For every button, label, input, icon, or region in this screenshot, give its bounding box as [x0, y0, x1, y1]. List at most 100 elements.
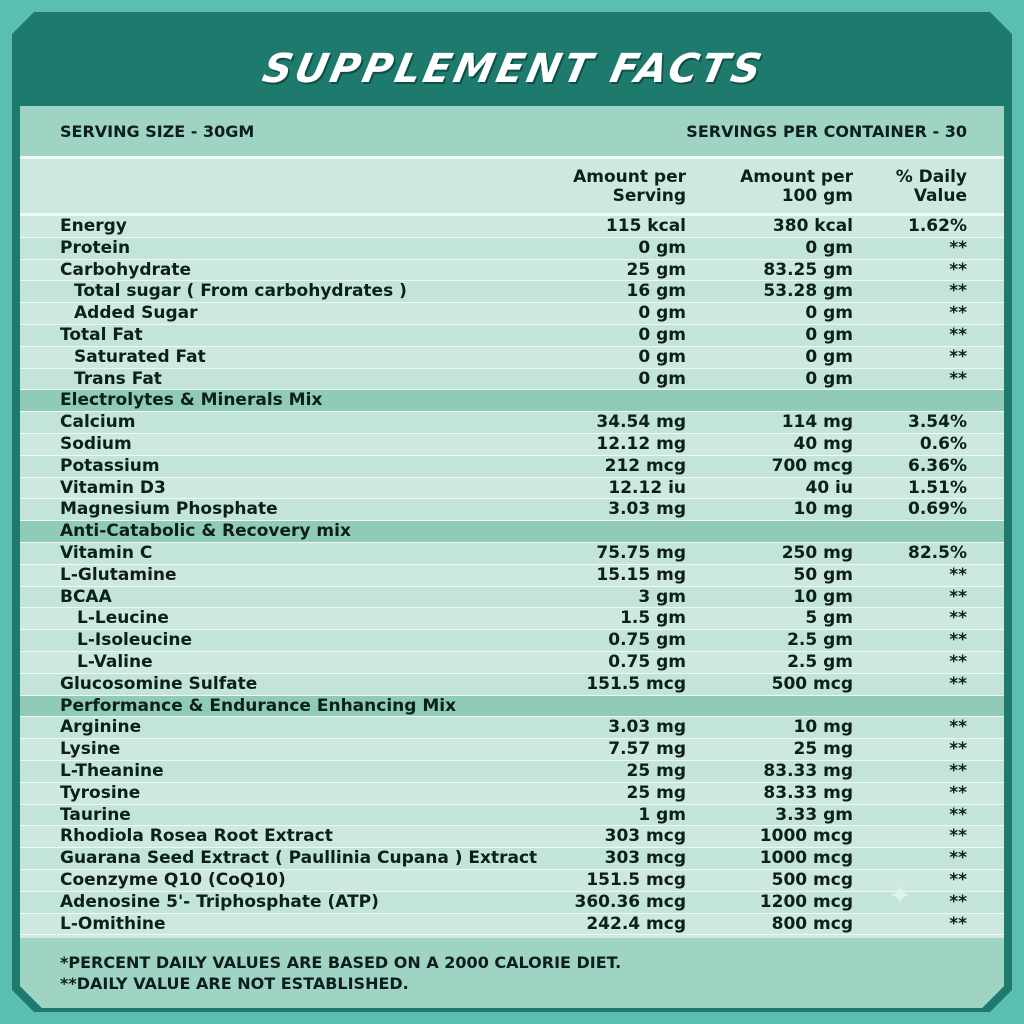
section-header-row: Performance & Endurance Enhancing Mix [20, 695, 1004, 718]
table-row: Carbohydrate 25 gm 83.25 gm ** [20, 260, 1004, 282]
amount-per-serving: 25 gm [626, 259, 686, 280]
nutrient-name: Coenzyme Q10 (CoQ10) [60, 869, 286, 890]
table-row: L-Valine 0.75 gm 2.5 gm ** [20, 652, 1004, 674]
serving-info-bar: SERVING SIZE - 30GM SERVINGS PER CONTAIN… [20, 106, 1004, 156]
daily-value: ** [949, 324, 967, 345]
amount-per-serving: 12.12 mg [596, 433, 686, 454]
nutrient-name: Total sugar ( From carbohydrates ) [74, 281, 407, 302]
amount-per-serving: 115 kcal [605, 216, 686, 236]
amount-per-100g: 0 gm [805, 303, 853, 324]
nutrient-name: L-Valine [77, 651, 153, 672]
daily-value: ** [949, 739, 967, 760]
nutrient-name: L-Leucine [77, 608, 169, 629]
nutrient-name: Trans Fat [74, 368, 162, 389]
nutrient-name: Protein [60, 237, 131, 258]
footnote-not-established: **DAILY VALUE ARE NOT ESTABLISHED. [60, 974, 409, 993]
daily-value: ** [949, 368, 967, 389]
table-row: Rhodiola Rosea Root Extract 303 mcg 1000 m… [20, 826, 1004, 849]
table-row: Arginine 3.03 mg 10 mg ** [20, 717, 1004, 740]
amount-per-serving: 3.03 mg [608, 499, 686, 520]
amount-per-100g: 0 gm [805, 324, 853, 345]
amount-per-serving: 212 mcg [604, 455, 686, 476]
amount-per-serving: 7.57 mg [608, 739, 686, 760]
table-row: Protein 0 gm 0 gm ** [20, 237, 1004, 260]
nutrient-name: L-Theanine [60, 760, 164, 781]
footnote-daily-values: *PERCENT DAILY VALUES ARE BASED ON A 200… [60, 953, 622, 972]
amount-per-serving: 3.03 mg [608, 717, 686, 738]
section-title: Performance & Endurance Enhancing Mix [60, 695, 457, 716]
table-row: Potassium 212 mcg 700 mcg 6.36% [20, 455, 1004, 478]
daily-value: ** [949, 717, 967, 738]
amount-per-serving: 1.5 gm [620, 608, 686, 629]
daily-value: ** [949, 848, 967, 869]
amount-per-100g: 2.5 gm [787, 651, 853, 672]
table-row: L-Leucine 1.5 gm 5 gm ** [20, 608, 1004, 631]
nutrient-name: Vitamin D3 [60, 477, 166, 498]
daily-value: ** [949, 673, 967, 694]
section-title: Anti-Catabolic & Recovery mix [60, 521, 351, 542]
amount-per-100g: 1200 mcg [759, 891, 853, 912]
nutrient-name: Saturated Fat [74, 346, 206, 367]
table-row: L-Glutamine 15.15 mg 50 gm ** [20, 565, 1004, 587]
nutrient-name: Total Fat [60, 324, 143, 345]
column-headers: Amount per Serving Amount per 100 gm % D… [20, 159, 1004, 213]
amount-per-100g: 1000 mcg [759, 826, 853, 847]
daily-value: 1.51% [908, 477, 967, 498]
amount-per-serving: 360.36 mcg [574, 891, 686, 912]
amount-per-100g: 0 gm [805, 346, 853, 367]
amount-per-serving: 0 gm [638, 368, 686, 389]
amount-per-100g: 3.33 gm [775, 804, 853, 825]
daily-value: 1.62% [908, 216, 967, 236]
amount-per-100g: 10 mg [793, 717, 853, 738]
section-header-row: Anti-Catabolic & Recovery mix [20, 521, 1004, 543]
daily-value: ** [949, 281, 967, 302]
amount-per-serving: 0.75 gm [608, 651, 686, 672]
daily-value: 0.6% [919, 433, 967, 454]
table-row: Total sugar ( From carbohydrates ) 16 gm 5… [20, 281, 1004, 304]
amount-per-100g: 250 mg [781, 542, 853, 563]
daily-value: 0.69% [908, 499, 967, 520]
daily-value: ** [949, 564, 967, 585]
daily-value: ** [949, 608, 967, 629]
amount-per-serving: 0 gm [638, 346, 686, 367]
amount-per-100g: 10 gm [793, 586, 853, 607]
footnotes: *PERCENT DAILY VALUES ARE BASED ON A 200… [20, 938, 1004, 1008]
amount-per-serving: 242.4 mcg [586, 913, 686, 934]
nutrient-name: Arginine [60, 717, 142, 738]
amount-per-100g: 2.5 gm [787, 630, 853, 651]
amount-per-serving: 34.54 mg [596, 412, 686, 433]
table-row: L-Theanine 25 mg 83.33 mg ** [20, 760, 1004, 783]
amount-per-100g: 700 mcg [771, 455, 853, 476]
table-row: Adenosine 5'- Triphosphate (ATP) 360.36 m… [20, 891, 1004, 914]
daily-value: ** [949, 586, 967, 607]
daily-value: 82.5% [908, 542, 967, 563]
section-header-row: Electrolytes & Minerals Mix [20, 390, 1004, 413]
amount-per-100g: 50 gm [793, 564, 853, 585]
table-row: L-Isoleucine 0.75 gm 2.5 gm ** [20, 630, 1004, 652]
amount-per-serving: 151.5 mcg [586, 869, 686, 890]
amount-per-serving: 0.75 gm [608, 630, 686, 651]
daily-value: ** [949, 760, 967, 781]
amount-per-serving: 16 gm [626, 281, 686, 302]
daily-value: ** [949, 913, 967, 934]
amount-per-serving: 25 mg [626, 760, 686, 781]
daily-value: ** [949, 782, 967, 803]
amount-per-100g: 0 gm [805, 237, 853, 258]
table-row: Coenzyme Q10 (CoQ10) 151.5 mcg 500 mcg ** [20, 870, 1004, 892]
amount-per-100g: 83.33 mg [763, 782, 853, 803]
table-row: BCAA 3 gm 10 gm ** [20, 586, 1004, 609]
table-row: Lysine 7.57 mg 25 mg ** [20, 739, 1004, 761]
amount-per-100g: 1000 mcg [759, 848, 853, 869]
daily-value: ** [949, 869, 967, 890]
amount-per-100g: 40 mg [793, 433, 853, 454]
table-row: Trans Fat 0 gm 0 gm ** [20, 368, 1004, 391]
table-row: Vitamin D3 12.12 iu 40 iu 1.51% [20, 478, 1004, 500]
amount-per-100g: 500 mcg [771, 869, 853, 890]
page-title: SUPPLEMENT FACTS [258, 46, 769, 92]
daily-value: ** [949, 826, 967, 847]
amount-per-100g: 5 gm [805, 608, 853, 629]
table-row: Added Sugar 0 gm 0 gm ** [20, 303, 1004, 325]
servings-per-container: SERVINGS PER CONTAINER - 30 [686, 122, 967, 141]
daily-value: ** [949, 237, 967, 258]
nutrient-name: Sodium [60, 433, 132, 454]
